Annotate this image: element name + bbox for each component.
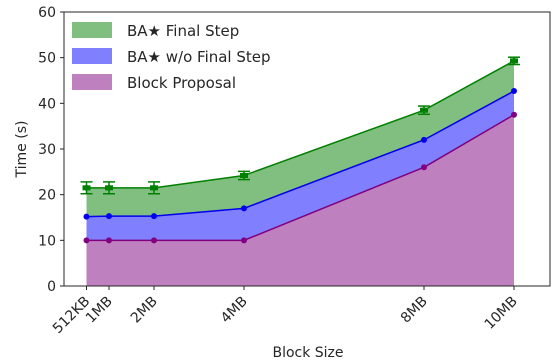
point-ba-w-o-final-step (83, 213, 90, 220)
legend: BA★ Final Step BA★ w/o Final Step Block Pr… (72, 22, 271, 92)
legend-swatch-block-proposal (72, 74, 112, 90)
area-block-proposal (86, 114, 514, 286)
y-axis: 0 10 20 30 40 50 60 (38, 5, 64, 295)
point-ba-final-step (83, 185, 90, 191)
errorbar-ba-final-step (238, 170, 250, 181)
y-tick-label: 40 (38, 96, 56, 112)
area-ba-final-step (86, 60, 514, 217)
point-ba-w-o-final-step (106, 213, 112, 220)
point-block-proposal (421, 164, 427, 171)
line-ba-w-o-final-step (86, 90, 515, 218)
y-tick-label: 0 (47, 279, 56, 295)
point-ba-final-step (421, 107, 427, 113)
line-block-proposal (86, 114, 515, 242)
x-tick-label: 4MB (218, 294, 251, 327)
point-block-proposal (83, 237, 90, 244)
legend-label-block-proposal: Block Proposal (127, 74, 236, 92)
legend-swatch-ba-final-step (72, 22, 112, 38)
y-tick-label: 10 (38, 233, 56, 249)
point-ba-w-o-final-step (151, 213, 157, 220)
point-block-proposal (151, 237, 157, 244)
point-ba-w-o-final-step (241, 205, 247, 212)
point-ba-w-o-final-step (511, 88, 517, 95)
point-block-proposal (511, 111, 517, 118)
point-ba-final-step (241, 172, 247, 179)
area-ba-w-o-final-step (86, 91, 514, 241)
errorbar-ba-final-step (148, 181, 160, 195)
x-tick-label: 2MB (128, 294, 161, 327)
errorbar-ba-final-step (80, 181, 93, 195)
x-tick-label: 8MB (398, 294, 431, 327)
legend-label-ba-final-step: BA★ Final Step (127, 22, 239, 40)
legend-swatch-ba-w-o-final-step (72, 48, 112, 64)
point-ba-final-step (106, 185, 112, 191)
point-ba-final-step (511, 58, 517, 64)
point-block-proposal (106, 237, 112, 244)
x-tick-label: 1MB (83, 294, 116, 327)
point-block-proposal (241, 237, 247, 244)
area-layer (86, 60, 514, 286)
y-tick-label: 50 (38, 51, 56, 67)
x-axis-label: Block Size (272, 345, 343, 361)
errorbar-ba-final-step (103, 181, 115, 195)
point-ba-w-o-final-step (421, 136, 427, 143)
y-tick-label: 20 (38, 188, 56, 204)
x-tick-label: 10MB (482, 294, 521, 333)
errorbar-ba-final-step (508, 56, 520, 66)
marker-layer (80, 56, 520, 244)
point-ba-final-step (151, 185, 157, 191)
y-tick-label: 30 (38, 142, 56, 158)
y-tick-label: 60 (38, 5, 56, 21)
y-axis-label: Time (s) (14, 121, 30, 179)
errorbar-ba-final-step (418, 105, 430, 116)
legend-label-ba-w-o-final-step: BA★ w/o Final Step (127, 48, 271, 66)
